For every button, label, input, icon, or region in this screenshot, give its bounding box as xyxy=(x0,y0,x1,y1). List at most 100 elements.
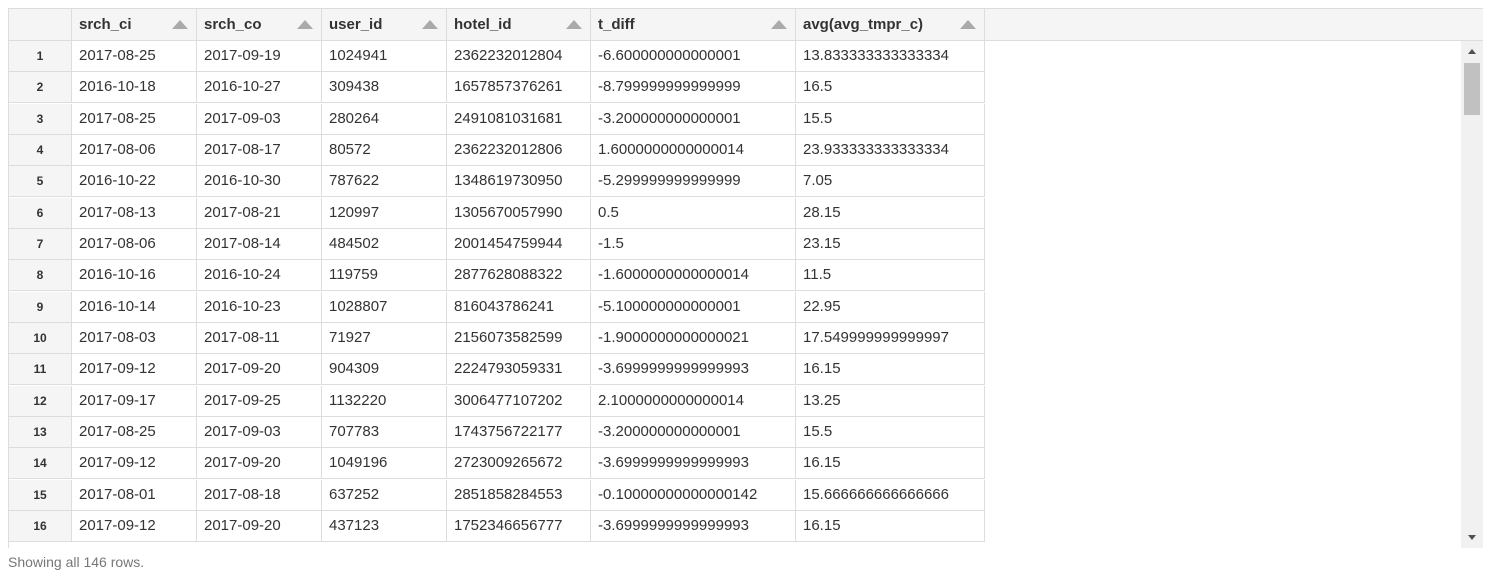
cell-t_diff: -3.6999999999999993 xyxy=(591,511,796,541)
header-index-column xyxy=(9,9,72,40)
cell-user_id: 80572 xyxy=(322,135,447,165)
row-index-cell: 12 xyxy=(9,386,72,416)
cell-avg_avg_tmpr_c: 13.25 xyxy=(796,386,985,416)
cell-user_id: 1132220 xyxy=(322,386,447,416)
row-index-cell: 11 xyxy=(9,354,72,384)
table-row[interactable]: 2 2016-10-18 2016-10-27 309438 1657857376261… xyxy=(9,72,985,103)
table-row[interactable]: 1 2017-08-25 2017-09-19 1024941 236223201280… xyxy=(9,41,985,72)
sort-ascending-icon[interactable] xyxy=(566,20,582,29)
scroll-up-icon[interactable] xyxy=(1468,49,1476,54)
cell-srch_co: 2016-10-23 xyxy=(197,292,322,322)
table-header: srch_ci srch_co user_id hotel_id t_diff avg(a… xyxy=(9,9,1483,41)
cell-user_id: 1024941 xyxy=(322,41,447,71)
sort-ascending-icon[interactable] xyxy=(172,20,188,29)
cell-t_diff: -8.799999999999999 xyxy=(591,72,796,102)
vertical-scrollbar[interactable] xyxy=(1461,41,1483,548)
cell-t_diff: -1.9000000000000021 xyxy=(591,323,796,353)
cell-srch_co: 2017-09-25 xyxy=(197,386,322,416)
cell-srch_co: 2017-09-20 xyxy=(197,354,322,384)
cell-user_id: 1028807 xyxy=(322,292,447,322)
row-index-cell: 15 xyxy=(9,480,72,510)
table-row[interactable]: 14 2017-09-12 2017-09-20 1049196 27230092656… xyxy=(9,448,985,479)
cell-srch_ci: 2017-08-25 xyxy=(72,417,197,447)
cell-avg_avg_tmpr_c: 15.5 xyxy=(796,104,985,134)
cell-user_id: 787622 xyxy=(322,166,447,196)
table-row[interactable]: 7 2017-08-06 2017-08-14 484502 2001454759944… xyxy=(9,229,985,260)
cell-hotel_id: 2877628088322 xyxy=(447,260,591,290)
row-index-cell: 1 xyxy=(9,41,72,71)
cell-user_id: 309438 xyxy=(322,72,447,102)
column-label: hotel_id xyxy=(454,16,512,33)
table-row[interactable]: 10 2017-08-03 2017-08-11 71927 2156073582599… xyxy=(9,323,985,354)
sort-ascending-icon[interactable] xyxy=(771,20,787,29)
table-row[interactable]: 15 2017-08-01 2017-08-18 637252 285185828455… xyxy=(9,480,985,511)
cell-srch_co: 2017-09-19 xyxy=(197,41,322,71)
cell-srch_ci: 2017-08-01 xyxy=(72,480,197,510)
header-hotel_id[interactable]: hotel_id xyxy=(447,9,591,40)
row-index-cell: 8 xyxy=(9,260,72,290)
table-row[interactable]: 5 2016-10-22 2016-10-30 787622 1348619730950… xyxy=(9,166,985,197)
cell-hotel_id: 2362232012806 xyxy=(447,135,591,165)
cell-t_diff: -6.600000000000001 xyxy=(591,41,796,71)
column-label: t_diff xyxy=(598,16,635,33)
header-t_diff[interactable]: t_diff xyxy=(591,9,796,40)
cell-avg_avg_tmpr_c: 22.95 xyxy=(796,292,985,322)
table-row[interactable]: 6 2017-08-13 2017-08-21 120997 1305670057990… xyxy=(9,198,985,229)
table-row[interactable]: 3 2017-08-25 2017-09-03 280264 2491081031681… xyxy=(9,104,985,135)
cell-srch_ci: 2017-08-06 xyxy=(72,229,197,259)
table-row[interactable]: 4 2017-08-06 2017-08-17 80572 2362232012806 1… xyxy=(9,135,985,166)
cell-t_diff: 0.5 xyxy=(591,198,796,228)
cell-hotel_id: 2362232012804 xyxy=(447,41,591,71)
cell-srch_ci: 2017-08-25 xyxy=(72,104,197,134)
cell-t_diff: -3.200000000000001 xyxy=(591,104,796,134)
row-index-cell: 6 xyxy=(9,198,72,228)
table-row[interactable]: 16 2017-09-12 2017-09-20 437123 175234665677… xyxy=(9,511,985,542)
row-index-cell: 4 xyxy=(9,135,72,165)
column-label: srch_ci xyxy=(79,16,132,33)
cell-srch_ci: 2017-08-25 xyxy=(72,41,197,71)
cell-t_diff: -1.5 xyxy=(591,229,796,259)
cell-srch_co: 2017-08-11 xyxy=(197,323,322,353)
cell-srch_co: 2017-09-20 xyxy=(197,448,322,478)
row-index-cell: 13 xyxy=(9,417,72,447)
cell-user_id: 437123 xyxy=(322,511,447,541)
table-row[interactable]: 12 2017-09-17 2017-09-25 1132220 30064771072… xyxy=(9,386,985,417)
table-row[interactable]: 13 2017-08-25 2017-09-03 707783 174375672217… xyxy=(9,417,985,448)
cell-avg_avg_tmpr_c: 16.15 xyxy=(796,354,985,384)
scroll-thumb[interactable] xyxy=(1464,63,1480,115)
cell-srch_ci: 2016-10-14 xyxy=(72,292,197,322)
cell-srch_ci: 2017-08-03 xyxy=(72,323,197,353)
cell-hotel_id: 1657857376261 xyxy=(447,72,591,102)
table-row[interactable]: 11 2017-09-12 2017-09-20 904309 222479305933… xyxy=(9,354,985,385)
cell-hotel_id: 2723009265672 xyxy=(447,448,591,478)
cell-avg_avg_tmpr_c: 16.15 xyxy=(796,448,985,478)
cell-user_id: 1049196 xyxy=(322,448,447,478)
cell-hotel_id: 2491081031681 xyxy=(447,104,591,134)
cell-srch_co: 2017-08-21 xyxy=(197,198,322,228)
cell-t_diff: -3.6999999999999993 xyxy=(591,354,796,384)
header-avg_avg_tmpr_c[interactable]: avg(avg_tmpr_c) xyxy=(796,9,985,40)
header-user_id[interactable]: user_id xyxy=(322,9,447,40)
cell-t_diff: -5.100000000000001 xyxy=(591,292,796,322)
cell-user_id: 484502 xyxy=(322,229,447,259)
scroll-down-icon[interactable] xyxy=(1468,535,1476,540)
sort-ascending-icon[interactable] xyxy=(297,20,313,29)
cell-avg_avg_tmpr_c: 11.5 xyxy=(796,260,985,290)
cell-t_diff: 1.6000000000000014 xyxy=(591,135,796,165)
row-index-cell: 2 xyxy=(9,72,72,102)
cell-user_id: 120997 xyxy=(322,198,447,228)
cell-srch_co: 2017-08-18 xyxy=(197,480,322,510)
header-srch_ci[interactable]: srch_ci xyxy=(72,9,197,40)
table-row[interactable]: 9 2016-10-14 2016-10-23 1028807 816043786241… xyxy=(9,292,985,323)
sort-ascending-icon[interactable] xyxy=(422,20,438,29)
header-srch_co[interactable]: srch_co xyxy=(197,9,322,40)
cell-avg_avg_tmpr_c: 13.833333333333334 xyxy=(796,41,985,71)
table-row[interactable]: 8 2016-10-16 2016-10-24 119759 2877628088322… xyxy=(9,260,985,291)
table-body[interactable]: 1 2017-08-25 2017-09-19 1024941 236223201280… xyxy=(9,41,1461,548)
cell-srch_ci: 2017-09-12 xyxy=(72,354,197,384)
sort-ascending-icon[interactable] xyxy=(960,20,976,29)
cell-srch_ci: 2017-09-17 xyxy=(72,386,197,416)
row-index-cell: 5 xyxy=(9,166,72,196)
cell-srch_ci: 2017-09-12 xyxy=(72,511,197,541)
cell-t_diff: -3.200000000000001 xyxy=(591,417,796,447)
